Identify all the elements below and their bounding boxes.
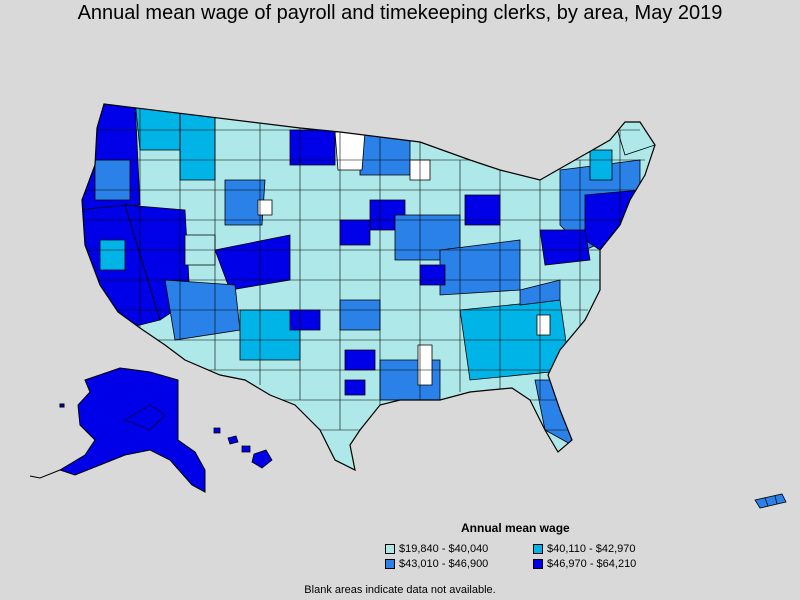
legend-swatch-2 [533, 544, 543, 554]
map-title: Annual mean wage of payroll and timekeep… [77, 2, 723, 24]
legend-items: $19,840 - $40,040 $40,110 - $42,970 $43,… [385, 543, 675, 570]
legend-item-4: $46,970 - $64,210 [533, 558, 675, 570]
legend-title: Annual mean wage [461, 521, 570, 535]
legend-swatch-1 [385, 544, 395, 554]
us-outline [81, 103, 656, 472]
legend-swatch-3 [385, 559, 395, 569]
alaska [29, 367, 206, 493]
legend-label-1: $19,840 - $40,040 [399, 543, 489, 555]
legend-item-1: $19,840 - $40,040 [385, 543, 533, 555]
legend-label-4: $46,970 - $64,210 [547, 558, 637, 570]
puerto-rico [754, 493, 787, 509]
legend-item-3: $43,010 - $46,900 [385, 558, 533, 570]
hawaii [213, 427, 273, 469]
legend-label-2: $40,110 - $42,970 [547, 543, 636, 555]
map-legend: Annual mean wage $19,840 - $40,040 $40,1… [385, 521, 675, 570]
legend-swatch-4 [533, 559, 543, 569]
legend-label-3: $43,010 - $46,900 [399, 558, 489, 570]
footnote: Blank areas indicate data not available. [304, 584, 496, 596]
legend-item-2: $40,110 - $42,970 [533, 543, 675, 555]
